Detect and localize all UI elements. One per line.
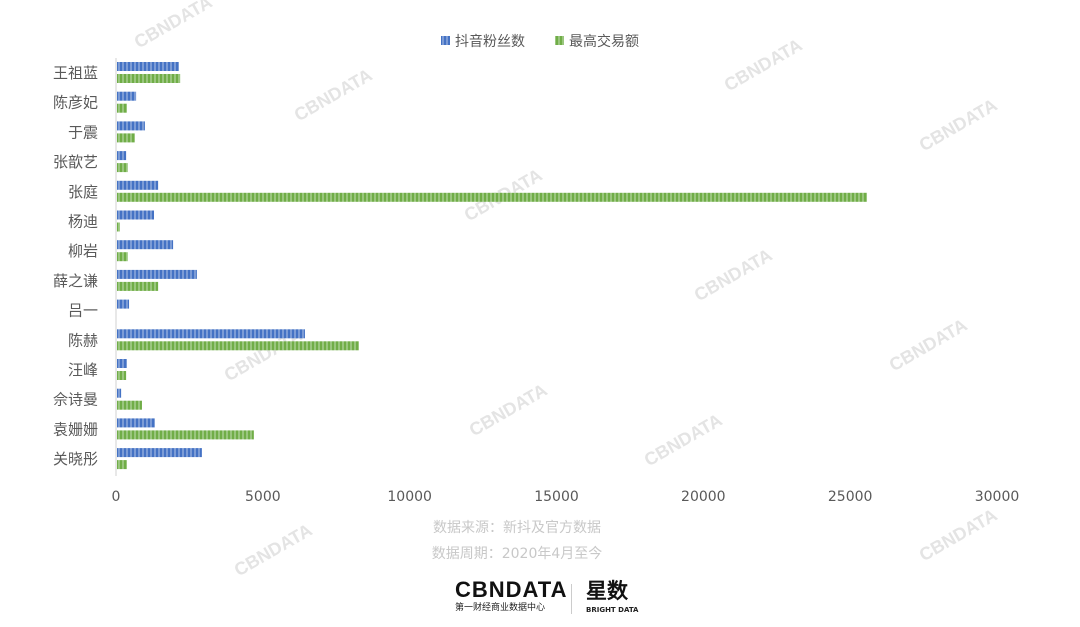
category-label: 陈彦妃 <box>53 94 98 112</box>
category-label: 柳岩 <box>68 242 98 260</box>
x-tick-label: 25000 <box>828 489 873 505</box>
bar-douyin-fans <box>117 269 197 279</box>
bar-max-transaction <box>117 103 127 113</box>
bar-douyin-fans <box>117 121 145 131</box>
bar-douyin-fans <box>117 180 159 190</box>
legend-swatch <box>555 36 564 45</box>
bar-chart: 抖音粉丝数 最高交易额 王祖蓝陈彦妃于震张歆艺张庭杨迪柳岩薛之谦吕一陈赫汪峰佘诗曼… <box>53 33 1020 505</box>
bar-max-transaction <box>117 74 181 83</box>
logo-divider <box>571 584 572 614</box>
bar-douyin-fans <box>117 91 137 101</box>
bar-max-transaction <box>117 371 127 380</box>
bar-max-transaction <box>117 192 868 202</box>
legend-swatch <box>441 36 450 45</box>
bar-douyin-fans <box>117 448 202 458</box>
cbndata-logo: CBNDATA 第一财经商业数据中心 <box>455 578 568 614</box>
category-label: 陈赫 <box>68 331 98 349</box>
category-label: 张庭 <box>68 183 98 201</box>
bar-douyin-fans <box>117 418 155 428</box>
x-tick-label: 20000 <box>681 489 726 505</box>
category-label: 于震 <box>68 123 98 141</box>
bar-max-transaction <box>117 400 142 410</box>
legend-label: 最高交易额 <box>569 33 639 50</box>
x-tick-label: 0 <box>112 489 121 505</box>
cbndata-logo-text: CBNDATA <box>455 577 568 602</box>
category-label: 杨迪 <box>68 213 98 231</box>
period-note: 数据周期：2020年4月至今 <box>431 546 603 562</box>
bar-douyin-fans <box>117 210 155 220</box>
legend-label: 抖音粉丝数 <box>455 33 525 50</box>
bar-douyin-fans <box>117 151 127 161</box>
category-label: 吕一 <box>68 302 98 320</box>
brightdata-logo: 星数 <box>586 579 628 603</box>
brightdata-logo-subtitle: BRIGHT DATA <box>586 606 639 614</box>
x-tick-label: 30000 <box>975 489 1020 505</box>
x-tick-label: 15000 <box>534 489 579 505</box>
bar-douyin-fans <box>117 359 127 368</box>
bar-max-transaction <box>117 281 159 291</box>
bar-douyin-fans <box>117 299 130 309</box>
bar-douyin-fans <box>117 388 122 398</box>
cbndata-logo-subtitle: 第一财经商业数据中心 <box>455 603 546 613</box>
category-label: 王祖蓝 <box>53 64 98 82</box>
x-tick-label: 10000 <box>387 489 432 505</box>
category-label: 袁姗姗 <box>53 420 98 438</box>
x-tick-label: 5000 <box>245 489 281 505</box>
bar-douyin-fans <box>117 240 174 250</box>
bar-douyin-fans <box>117 62 179 71</box>
bar-max-transaction <box>117 460 127 470</box>
bar-max-transaction <box>117 163 128 173</box>
category-label: 汪峰 <box>68 361 98 379</box>
watermark: CBNDATA <box>230 519 316 581</box>
bar-max-transaction <box>117 341 359 351</box>
bar-max-transaction <box>117 222 120 232</box>
source-note: 数据来源：新抖及官方数据 <box>433 520 601 536</box>
bar-max-transaction <box>117 430 254 440</box>
category-label: 关晓彤 <box>53 450 98 468</box>
category-label: 张歆艺 <box>53 153 98 171</box>
bar-douyin-fans <box>117 329 305 339</box>
bar-max-transaction <box>117 252 128 262</box>
category-label: 薛之谦 <box>53 272 98 290</box>
category-label: 佘诗曼 <box>53 391 98 409</box>
bar-max-transaction <box>117 133 135 143</box>
